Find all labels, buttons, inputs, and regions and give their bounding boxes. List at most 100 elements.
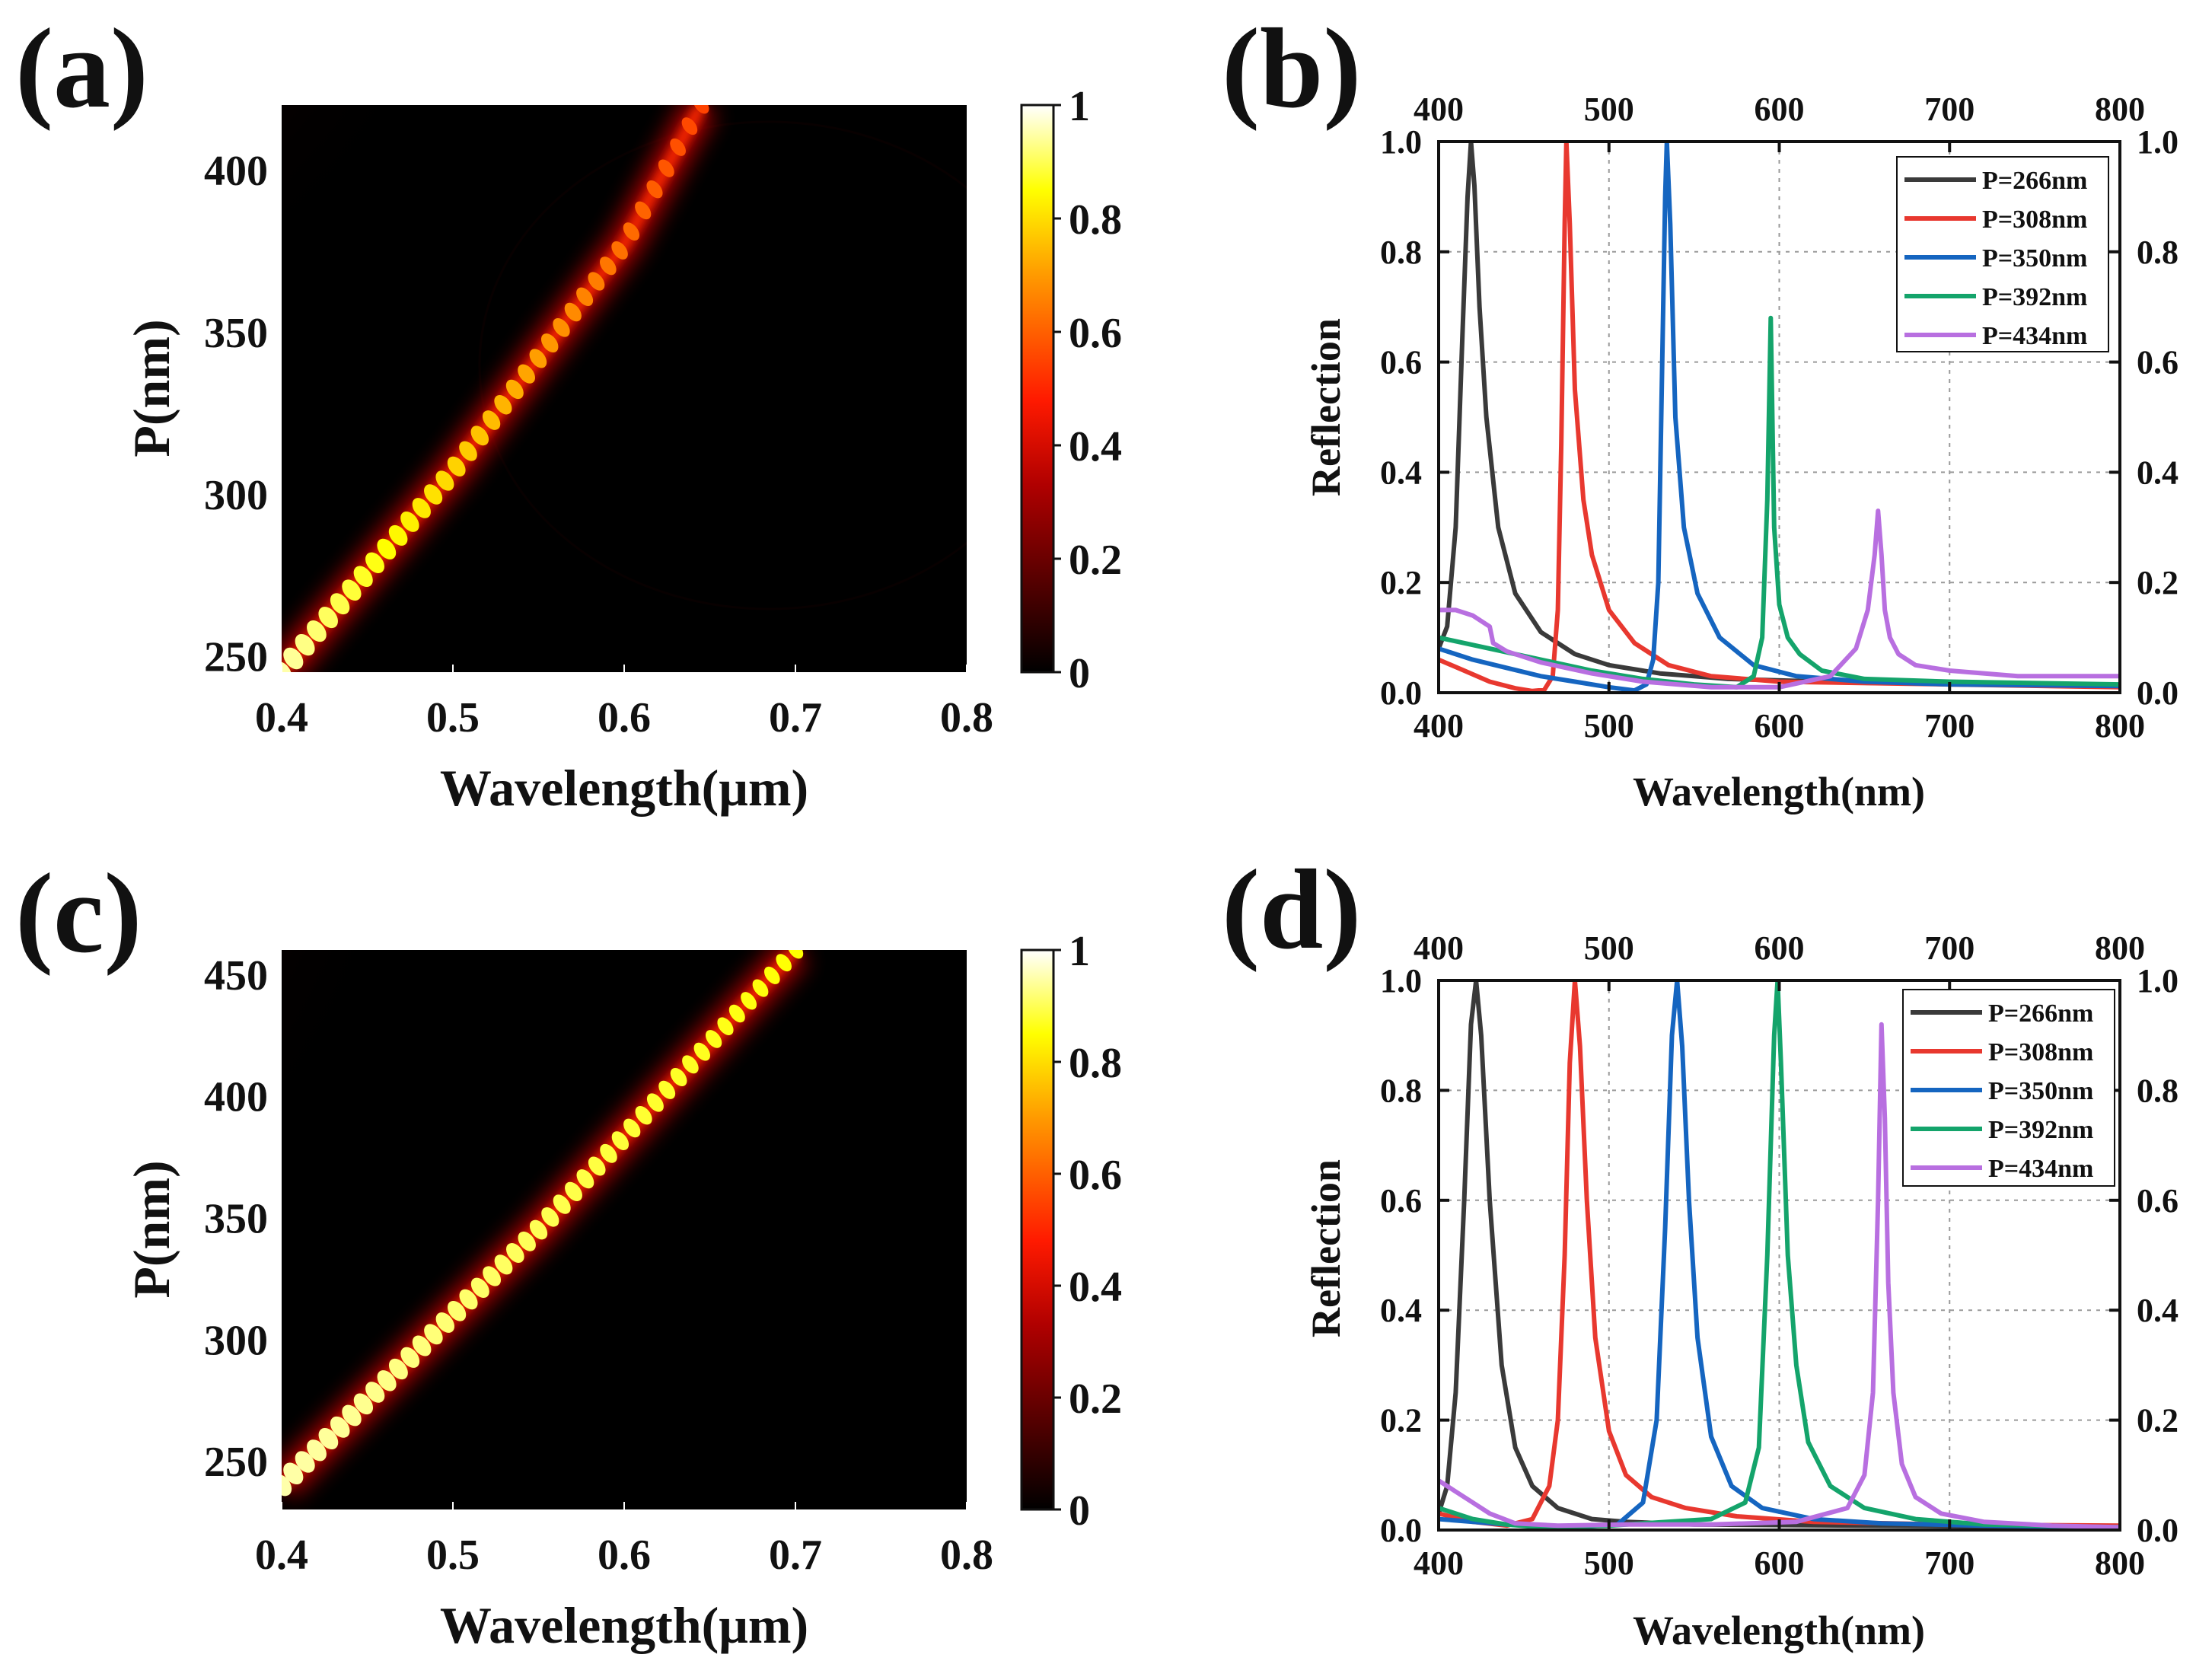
colorbar-c-tick-label: 0.2: [1069, 1376, 1122, 1423]
line-d-ylabel: Reflection: [1303, 1159, 1349, 1337]
line-b-xtick-label: 600: [1755, 707, 1805, 744]
heatmap-c-ytick-label: 250: [204, 1439, 268, 1486]
heatmap-c-ridge-spot: [635, 1105, 652, 1125]
line-d-ytick-label: 0.8: [1380, 1072, 1422, 1109]
heatmap-a-ridge-spot: [540, 333, 559, 353]
heatmap-c-ridge-spot: [658, 1080, 676, 1099]
colorbar-c: [1020, 948, 1055, 1511]
heatmap-a-ytick-label: 400: [204, 148, 268, 195]
heatmap-a-ridge-spot: [529, 349, 547, 368]
heatmap-c-xlabel: Wavelength(μm): [440, 1596, 808, 1654]
line-b-legend-label: P=434nm: [1982, 322, 2087, 350]
line-b-ytick-label: 0.0: [1380, 674, 1422, 712]
heatmap-c-ridge-spot: [365, 1382, 385, 1403]
heatmap-c-ytick-label: 350: [204, 1196, 268, 1243]
heatmap-a-xtick-label: 0.7: [769, 694, 822, 741]
heatmap-a-xtick-label: 0.4: [255, 694, 308, 741]
heatmap-c-ridge-spot: [400, 1347, 420, 1368]
heatmap-a-ridge-spot: [482, 410, 501, 430]
panel-label-b: (b): [1222, 5, 1361, 132]
line-d-xlabel: Wavelength(nm): [1633, 1608, 1925, 1653]
line-b-legend-box: [1896, 156, 2109, 352]
heatmap-a-ridge-spot: [670, 138, 686, 156]
heatmap-a-ytick-label: 250: [204, 634, 268, 681]
panel-label-c: (c): [15, 850, 142, 977]
heatmap-a-corner-glow: [282, 105, 480, 333]
line-b-legend-label: P=266nm: [1982, 167, 2087, 195]
line-d-ytick-label-right: 0.2: [2137, 1402, 2179, 1439]
line-d-legend-label: P=266nm: [1988, 999, 2093, 1028]
colorbar-a-tick-label: 0.6: [1069, 310, 1122, 357]
line-d-ytick-label: 0.4: [1380, 1292, 1422, 1329]
line-d-legend-label: P=434nm: [1988, 1155, 2093, 1183]
line-d-ytick-label-right: 0.4: [2137, 1292, 2179, 1329]
heatmap-c-ridge-spot: [787, 950, 804, 959]
heatmap-c-ridge-spot: [776, 954, 792, 972]
line-d-xtick-label: 400: [1414, 1544, 1464, 1582]
heatmap-a-ridge-spot: [693, 105, 709, 114]
heatmap-c-ridge-spot: [529, 1219, 548, 1240]
heatmap-c-ridge-spot: [600, 1143, 617, 1163]
heatmap-a-ridge-spot: [611, 241, 628, 260]
heatmap-a-ridge-spot: [494, 394, 512, 415]
heatmap-c-ridge: [282, 950, 809, 1498]
line-b-ytick-label-right: 0.8: [2137, 234, 2179, 271]
heatmap-c-ridge-spot: [318, 1427, 339, 1450]
heatmap-a-ridge-spot: [553, 317, 570, 337]
line-b-ylabel: Reflection: [1303, 318, 1349, 496]
heatmap-c-ridge-spot: [541, 1207, 559, 1227]
line-b-xtick-label: 800: [2095, 707, 2145, 744]
line-d-series-p308nm: [1439, 980, 2120, 1529]
heatmap-c-ridge-spot: [307, 1439, 327, 1462]
line-b-ytick-label-right: 0.4: [2137, 454, 2179, 491]
line-d-ytick-label-right: 0.0: [2137, 1512, 2179, 1549]
heatmap-a-ridge-spot: [505, 379, 524, 400]
heatmap-c-ytick-label: 400: [204, 1074, 268, 1121]
line-b-xtick-label-top: 600: [1755, 91, 1805, 128]
line-d-xtick-label: 700: [1924, 1544, 1975, 1582]
colorbar-a-tick-label: 0.2: [1069, 537, 1122, 584]
heatmap-c-ridge-spot: [470, 1277, 489, 1298]
heatmap-c-ridge-spot: [518, 1231, 536, 1251]
heatmap-a-ridge-spot: [646, 180, 663, 199]
line-b-series-p434nm: [1439, 508, 2120, 690]
colorbar-c-tick-label: 1: [1069, 928, 1090, 975]
heatmap-a-ridge-spot: [623, 222, 640, 241]
colorbar-c-ticks: 0 0.2 0.4 0.6 0.8 1: [1053, 928, 1122, 1535]
heatmap-c-ridge-spot: [588, 1156, 606, 1176]
heatmap-a-xtick-label: 0.8: [940, 694, 993, 741]
heatmap-a-ridge-spot: [658, 159, 674, 177]
heatmap-c-ridge-spot: [705, 1030, 722, 1048]
line-d-xtick-label-top: 600: [1755, 929, 1805, 967]
heatmap-a-ridge-spot: [681, 117, 698, 135]
colorbar-a-tick-label: 0.4: [1069, 423, 1122, 470]
heatmap-c-ridge-spot: [295, 1451, 315, 1473]
line-d-legend-label: P=308nm: [1988, 1038, 2093, 1066]
heatmap-a-ridge-spot: [424, 484, 443, 505]
heatmap-c-xtick-label: 0.7: [769, 1532, 822, 1579]
colorbar-c-tick-label: 0.4: [1069, 1264, 1122, 1311]
heatmap-c-ytick-label: 300: [204, 1317, 268, 1364]
heatmap-a-ylabel: P(nm): [123, 319, 180, 457]
line-d-ytick-label: 1.0: [1380, 962, 1422, 999]
line-b-xtick-label: 500: [1584, 707, 1634, 744]
line-d-ytick-label: 0.2: [1380, 1402, 1422, 1439]
heatmap-a-ridge-spot: [564, 302, 582, 322]
heatmap-c-ridge-spot: [424, 1324, 443, 1345]
heatmap-a-ridge-spot: [400, 511, 419, 532]
heatmap-a-ytick-label: 300: [204, 472, 268, 519]
heatmap-c-xtick-label: 0.6: [598, 1532, 651, 1579]
line-b-ytick-label: 0.6: [1380, 344, 1422, 381]
line-d-ytick-label-right: 0.6: [2137, 1182, 2179, 1219]
line-b-xtick-label-top: 700: [1924, 91, 1975, 128]
heatmap-a-xlabel: Wavelength(μm): [440, 759, 808, 817]
line-b-xtick-label-top: 500: [1584, 91, 1634, 128]
line-d-series: [1439, 980, 2120, 1530]
heatmap-a-ridge-spot: [435, 470, 454, 491]
line-d-xtick-label: 500: [1584, 1544, 1634, 1582]
line-b-ytick-label-right: 0.0: [2137, 674, 2179, 712]
heatmap-a-ridge-spot: [342, 579, 362, 601]
heatmap-c-ridge-spot: [693, 1042, 711, 1061]
